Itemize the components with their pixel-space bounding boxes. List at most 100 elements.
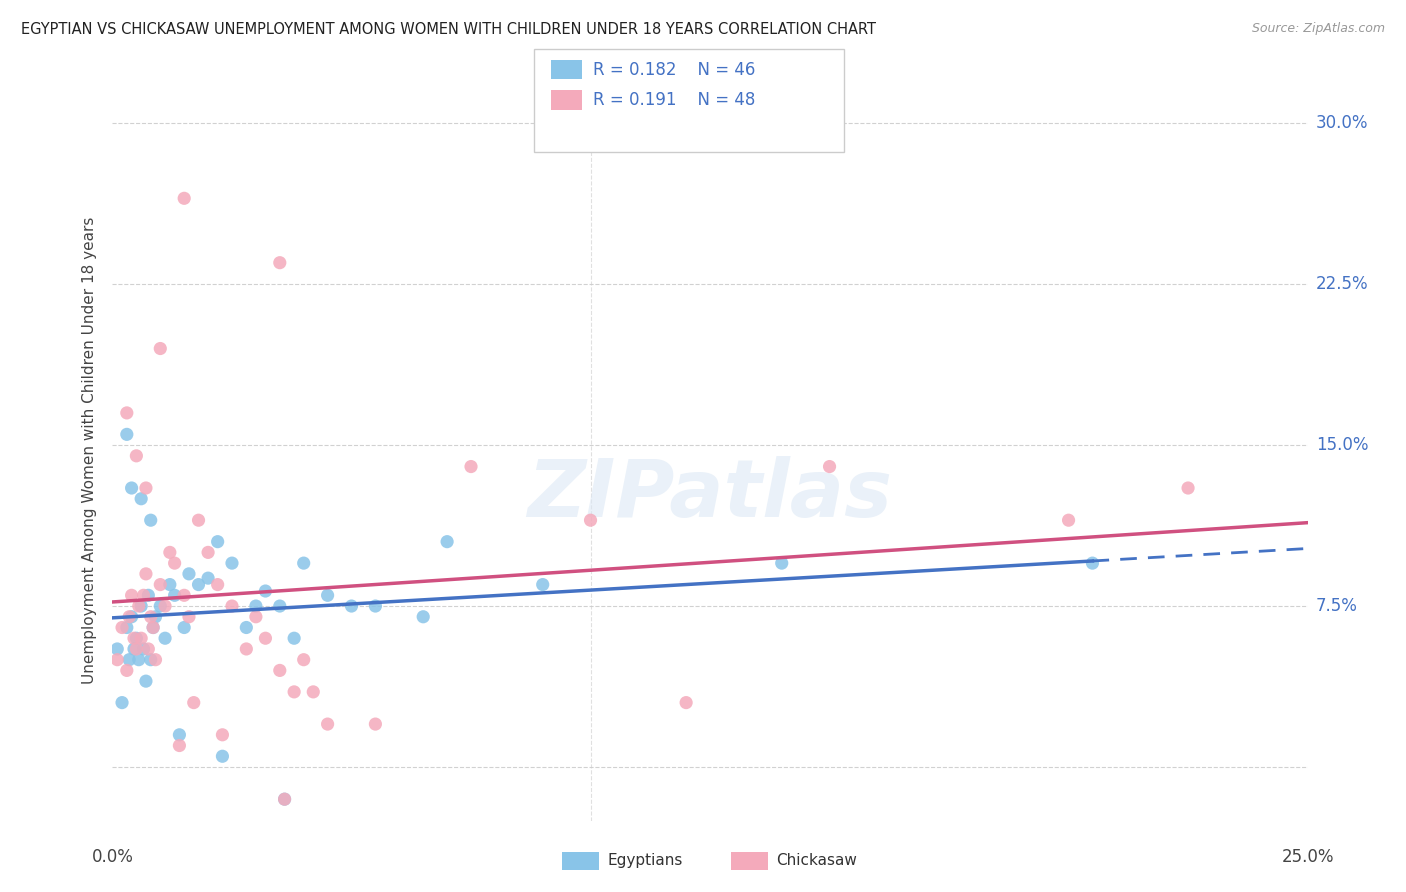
Point [121, 609, 143, 624]
Text: R = 0.191    N = 48: R = 0.191 N = 48 [593, 91, 755, 109]
Point [145, 609, 167, 624]
Point [153, 599, 176, 613]
Text: 25.0%: 25.0% [1281, 848, 1334, 866]
Text: 0.0%: 0.0% [91, 848, 134, 866]
Point [207, 577, 229, 591]
Point [111, 696, 134, 710]
Point [197, 545, 219, 559]
Point [135, 674, 157, 689]
Point [254, 632, 277, 646]
Point [145, 653, 167, 667]
Point [118, 653, 141, 667]
Point [211, 749, 233, 764]
Point [283, 685, 305, 699]
Point [169, 728, 191, 742]
Point [121, 588, 143, 602]
Point [183, 696, 205, 710]
Point [149, 342, 172, 356]
Point [187, 513, 209, 527]
Point [138, 642, 160, 657]
Point [1057, 513, 1080, 527]
Point [412, 609, 434, 624]
Point [128, 653, 150, 667]
Point [460, 459, 482, 474]
Point [111, 620, 134, 634]
Point [105, 653, 128, 667]
Point [138, 588, 160, 602]
Text: 30.0%: 30.0% [1316, 114, 1368, 132]
Point [129, 632, 152, 646]
Point [132, 642, 155, 657]
Point [283, 632, 305, 646]
Point [135, 481, 157, 495]
Point [128, 599, 150, 613]
Point [169, 739, 191, 753]
Point [149, 577, 172, 591]
Point [135, 566, 157, 581]
Point [122, 642, 145, 657]
Point [105, 642, 128, 657]
Y-axis label: Unemployment Among Women with Children Under 18 years: Unemployment Among Women with Children U… [82, 217, 97, 684]
Point [436, 534, 458, 549]
Point [115, 427, 138, 442]
Point [675, 696, 697, 710]
Point [177, 609, 200, 624]
Point [163, 556, 186, 570]
Point [207, 534, 229, 549]
Point [818, 459, 841, 474]
Point [197, 571, 219, 585]
Text: 7.5%: 7.5% [1316, 597, 1358, 615]
Point [129, 599, 152, 613]
Point [139, 653, 162, 667]
Point [173, 191, 195, 205]
Point [579, 513, 602, 527]
Point [292, 556, 315, 570]
Point [269, 599, 291, 613]
Point [187, 577, 209, 591]
Point [125, 642, 148, 657]
Point [139, 609, 162, 624]
Text: ZIPatlas: ZIPatlas [527, 456, 893, 534]
Point [149, 599, 172, 613]
Text: 15.0%: 15.0% [1316, 436, 1368, 454]
Text: R = 0.182    N = 46: R = 0.182 N = 46 [593, 61, 755, 78]
Point [173, 620, 195, 634]
Point [139, 513, 162, 527]
Point [115, 620, 138, 634]
Point [129, 491, 152, 506]
Point [316, 717, 339, 731]
Point [770, 556, 793, 570]
Point [115, 664, 138, 678]
Point [1081, 556, 1104, 570]
Point [292, 653, 315, 667]
Point [273, 792, 295, 806]
Point [159, 577, 181, 591]
Text: Chickasaw: Chickasaw [776, 854, 858, 868]
Point [121, 481, 143, 495]
Point [269, 664, 291, 678]
Point [235, 642, 257, 657]
Point [340, 599, 363, 613]
Point [254, 584, 277, 599]
Point [118, 609, 141, 624]
Point [235, 620, 257, 634]
Point [177, 566, 200, 581]
Point [142, 620, 165, 634]
Point [153, 632, 176, 646]
Point [302, 685, 325, 699]
Point [1177, 481, 1199, 495]
Text: 22.5%: 22.5% [1316, 275, 1368, 293]
Point [531, 577, 554, 591]
Point [115, 406, 138, 420]
Point [122, 632, 145, 646]
Point [125, 632, 148, 646]
Point [245, 609, 267, 624]
Point [159, 545, 181, 559]
Point [364, 717, 387, 731]
Text: Source: ZipAtlas.com: Source: ZipAtlas.com [1251, 22, 1385, 36]
Point [132, 588, 155, 602]
Point [273, 792, 295, 806]
Point [221, 556, 243, 570]
Point [211, 728, 233, 742]
Point [316, 588, 339, 602]
